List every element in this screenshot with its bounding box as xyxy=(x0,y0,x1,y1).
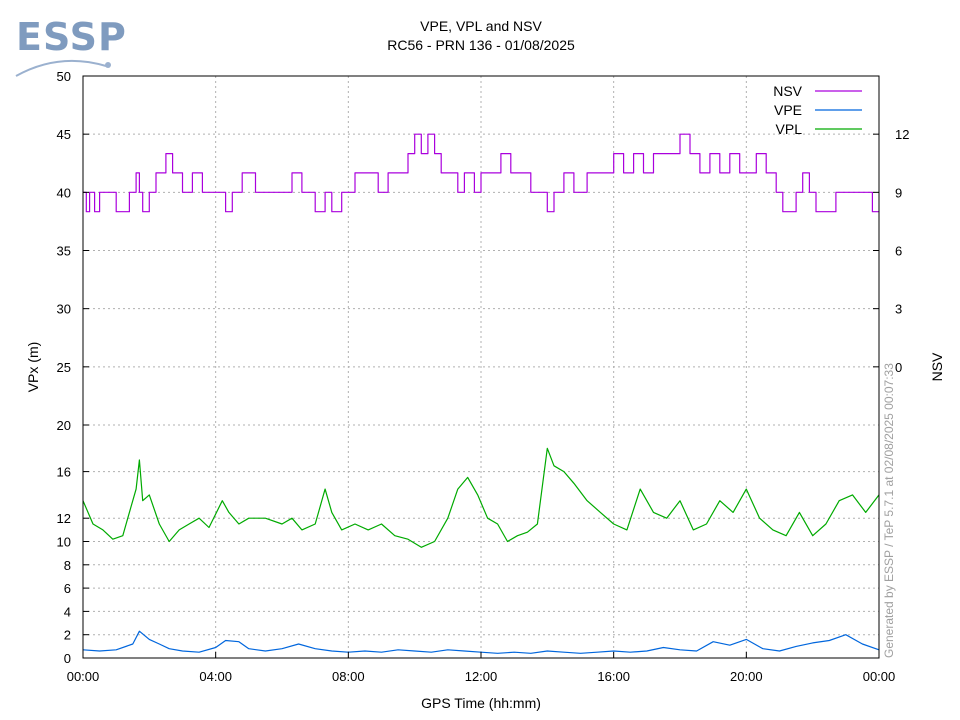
y-tick-label: 4 xyxy=(64,604,71,619)
legend-label: VPL xyxy=(776,121,803,137)
essp-logo: ESSP xyxy=(14,14,134,80)
series-line-vpl xyxy=(82,447,880,548)
y-tick-label: 16 xyxy=(57,465,71,480)
series-line-nsv xyxy=(83,133,879,213)
legend-label: VPE xyxy=(774,102,802,118)
y-tick-label: 50 xyxy=(57,69,71,84)
ticks xyxy=(82,75,880,659)
x-tick-label: 20:00 xyxy=(730,669,763,684)
y-tick-label: 12 xyxy=(57,511,71,526)
generated-credit: Generated by ESSP / TeP 5.7.1 at 02/08/2… xyxy=(882,363,896,658)
y-tick-label: 6 xyxy=(64,581,71,596)
x-tick-label: 00:00 xyxy=(863,669,896,684)
y2-tick-label: 3 xyxy=(895,302,902,317)
y-tick-label: 2 xyxy=(64,628,71,643)
y2-tick-label: 12 xyxy=(895,127,909,142)
y2-tick-label: 6 xyxy=(895,244,902,259)
y-tick-label: 45 xyxy=(57,127,71,142)
legend-label: NSV xyxy=(773,83,802,99)
y-tick-label: 30 xyxy=(57,302,71,317)
legend: NSV VPE VPL xyxy=(773,83,862,137)
x-tick-label: 00:00 xyxy=(67,669,100,684)
series-line-vpe xyxy=(82,630,880,654)
x-tick-label: 04:00 xyxy=(199,669,232,684)
y2-tick-label: 0 xyxy=(895,360,902,375)
x-tick-label: 12:00 xyxy=(465,669,498,684)
logo-text: ESSP xyxy=(16,15,127,59)
tick-labels: 0 2 4 6 8 10 12 16 20 25 30 35 40 45 50 0 3 6 9 12 00:00 04:0… xyxy=(57,69,910,684)
y-axis-label: VPx (m) xyxy=(25,342,41,393)
y-tick-label: 40 xyxy=(57,185,71,200)
x-tick-label: 08:00 xyxy=(332,669,365,684)
y2-axis-label: NSV xyxy=(929,352,945,381)
y-tick-label: 0 xyxy=(64,651,71,666)
chart-title: VPE, VPL and NSV xyxy=(420,18,542,34)
y-tick-label: 8 xyxy=(64,558,71,573)
y-tick-label: 25 xyxy=(57,360,71,375)
y-tick-label: 35 xyxy=(57,244,71,259)
series-layer xyxy=(82,133,880,654)
y-tick-label: 10 xyxy=(57,535,71,550)
chart-subtitle: RC56 - PRN 136 - 01/08/2025 xyxy=(387,37,575,53)
x-tick-label: 16:00 xyxy=(597,669,630,684)
y-tick-label: 20 xyxy=(57,418,71,433)
x-axis-label: GPS Time (hh:mm) xyxy=(421,695,541,711)
y2-tick-label: 9 xyxy=(895,185,902,200)
